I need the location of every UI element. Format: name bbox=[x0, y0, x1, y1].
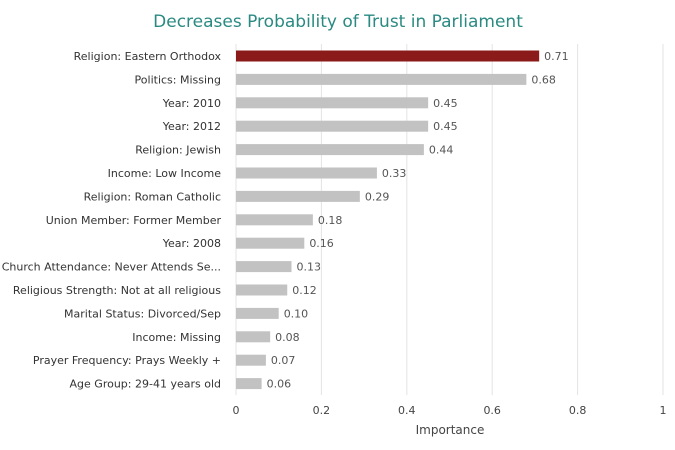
category-label: Religious Strength: Not at all religious bbox=[13, 284, 221, 297]
value-label: 0.45 bbox=[433, 120, 458, 133]
x-tick-label: 0.6 bbox=[483, 404, 501, 417]
value-label: 0.29 bbox=[365, 190, 390, 203]
value-labels: 0.71 0.68 0.45 0.45 0.44 0.33 0.29 0.18 0.16 0.13… bbox=[267, 50, 569, 391]
x-tick-label: 0.2 bbox=[313, 404, 331, 417]
value-label: 0.68 bbox=[531, 73, 556, 86]
bar bbox=[236, 237, 305, 249]
value-label: 0.13 bbox=[297, 261, 322, 274]
value-label: 0.08 bbox=[275, 331, 300, 344]
x-axis-ticks: 0 0.2 0.4 0.6 0.8 1 bbox=[233, 404, 667, 417]
chart-title: Decreases Probability of Trust in Parlia… bbox=[153, 12, 523, 32]
value-label: 0.10 bbox=[284, 307, 309, 320]
x-tick-label: 0.4 bbox=[398, 404, 416, 417]
value-label: 0.71 bbox=[544, 50, 569, 63]
bar bbox=[236, 378, 262, 390]
category-label: Income: Low Income bbox=[108, 167, 222, 180]
category-label: Year: 2010 bbox=[162, 97, 221, 110]
category-label: Age Group: 29-41 years old bbox=[70, 378, 221, 391]
category-label: Income: Missing bbox=[132, 331, 221, 344]
bar bbox=[236, 331, 271, 343]
x-tick-label: 0 bbox=[233, 404, 240, 417]
category-labels: Religion: Eastern Orthodox Politics: Miss… bbox=[2, 50, 222, 391]
x-axis-title: Importance bbox=[416, 423, 485, 437]
bar bbox=[236, 284, 288, 296]
bar bbox=[236, 167, 377, 179]
category-label: Religion: Roman Catholic bbox=[84, 190, 221, 203]
category-label: Church Attendance: Never Attends Se... bbox=[2, 261, 221, 274]
value-label: 0.33 bbox=[382, 167, 407, 180]
x-tick-label: 0.8 bbox=[569, 404, 587, 417]
value-label: 0.16 bbox=[309, 237, 334, 250]
category-label: Union Member: Former Member bbox=[46, 214, 222, 227]
bar bbox=[236, 120, 429, 132]
category-label: Year: 2008 bbox=[162, 237, 221, 250]
value-label: 0.18 bbox=[318, 214, 343, 227]
category-label: Prayer Frequency: Prays Weekly + bbox=[33, 354, 221, 367]
bar bbox=[236, 261, 292, 273]
bar bbox=[236, 97, 429, 109]
bar bbox=[236, 50, 540, 62]
bar bbox=[236, 144, 424, 156]
value-label: 0.44 bbox=[429, 144, 454, 157]
value-label: 0.07 bbox=[271, 354, 296, 367]
bar bbox=[236, 307, 279, 319]
category-label: Year: 2012 bbox=[162, 120, 221, 133]
category-label: Religion: Jewish bbox=[135, 144, 221, 157]
bar bbox=[236, 214, 313, 226]
value-label: 0.06 bbox=[267, 378, 292, 391]
bars bbox=[236, 50, 540, 390]
x-tick-label: 1 bbox=[660, 404, 667, 417]
bar bbox=[236, 354, 266, 366]
category-label: Religion: Eastern Orthodox bbox=[74, 50, 222, 63]
bar bbox=[236, 190, 360, 202]
value-label: 0.45 bbox=[433, 97, 458, 110]
category-label: Politics: Missing bbox=[135, 73, 221, 86]
bar bbox=[236, 73, 527, 85]
category-label: Marital Status: Divorced/Sep bbox=[64, 307, 221, 320]
value-label: 0.12 bbox=[292, 284, 317, 297]
